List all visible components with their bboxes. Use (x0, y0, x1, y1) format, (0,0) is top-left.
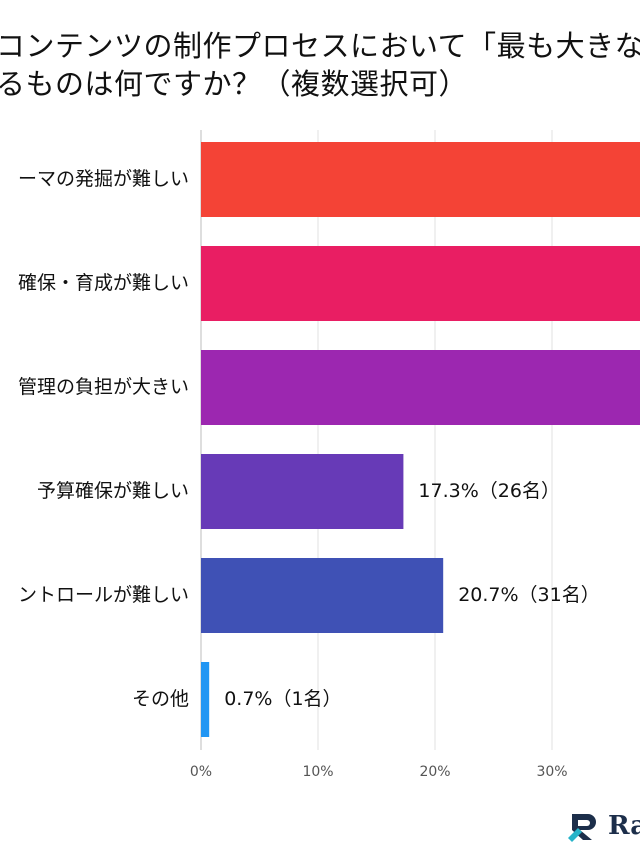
chart-title-line-1: コンテンツの制作プロセスにおいて「最も大きな (0, 29, 640, 63)
brand-logo: Ra (566, 808, 640, 844)
chart-title-line-2: るものは何ですか？（複数選択可） (0, 67, 469, 101)
data-label: 20.7%（31名） (458, 584, 600, 606)
category-label: その他 (132, 688, 189, 710)
data-label: 0.7%（1名） (224, 688, 341, 710)
logo-mark-icon (568, 814, 596, 842)
bar (201, 350, 640, 425)
logo-text: Ra (608, 811, 640, 841)
bar (201, 662, 210, 737)
x-tick-label: 10% (302, 764, 333, 780)
bar (201, 558, 444, 633)
bar (201, 246, 640, 321)
x-tick-label: 20% (419, 764, 450, 780)
category-label: ーマの発掘が難しい (18, 168, 189, 190)
bar (201, 142, 640, 217)
x-tick-label: 0% (190, 764, 212, 780)
category-label: 確保・育成が難しい (18, 272, 189, 294)
category-label: 予算確保が難しい (37, 480, 189, 502)
bar (201, 454, 404, 529)
data-label: 17.3%（26名） (418, 480, 560, 502)
category-label: 管理の負担が大きい (18, 376, 189, 398)
x-tick-label: 30% (536, 764, 567, 780)
category-label: ントロールが難しい (18, 584, 189, 606)
